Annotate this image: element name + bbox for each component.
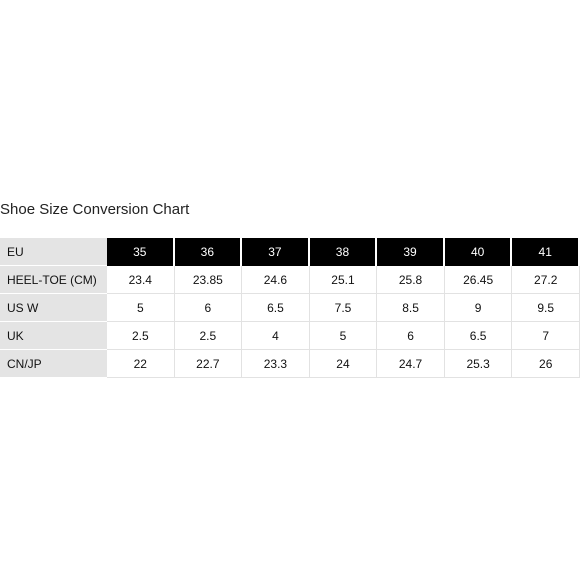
chart-title: Shoe Size Conversion Chart (0, 201, 190, 218)
table-cell: 27.2 (512, 266, 580, 294)
row-label: US W (0, 294, 107, 322)
table-cell: 6.5 (242, 294, 310, 322)
table-cell: 5 (309, 322, 378, 350)
table-cell: 24.7 (377, 350, 445, 378)
row-label: EU (0, 238, 107, 266)
table-cell: 4 (242, 322, 310, 350)
table-cell: 8.5 (377, 294, 445, 322)
table-cell: 24 (309, 350, 378, 378)
header-cell: 36 (174, 238, 243, 266)
row-label: UK (0, 322, 107, 350)
table-cell: 5 (107, 294, 175, 322)
table-cell: 22 (107, 350, 175, 378)
header-cell: 40 (444, 238, 513, 266)
table-cell: 23.85 (174, 266, 243, 294)
header-cell: 38 (309, 238, 378, 266)
table-cell: 24.6 (242, 266, 310, 294)
table-cell: 7.5 (309, 294, 378, 322)
table-cell: 23.3 (242, 350, 310, 378)
header-cell: 37 (242, 238, 310, 266)
table-cell: 23.4 (107, 266, 175, 294)
table-cell: 25.8 (377, 266, 445, 294)
table-cell: 25.1 (309, 266, 378, 294)
header-cell: 39 (377, 238, 445, 266)
header-cell: 41 (512, 238, 580, 266)
table-cell: 26 (512, 350, 580, 378)
table-cell: 9 (444, 294, 513, 322)
table-cell: 7 (512, 322, 580, 350)
table-cell: 2.5 (107, 322, 175, 350)
table-cell: 6.5 (444, 322, 513, 350)
table-cell: 6 (174, 294, 243, 322)
table-cell: 26.45 (444, 266, 513, 294)
row-label: CN/JP (0, 350, 107, 378)
table-cell: 2.5 (174, 322, 243, 350)
table-cell: 6 (377, 322, 445, 350)
row-label: HEEL-TOE (CM) (0, 266, 107, 294)
table-cell: 22.7 (174, 350, 243, 378)
table-cell: 25.3 (444, 350, 513, 378)
table-cell: 9.5 (512, 294, 580, 322)
header-cell: 35 (107, 238, 175, 266)
